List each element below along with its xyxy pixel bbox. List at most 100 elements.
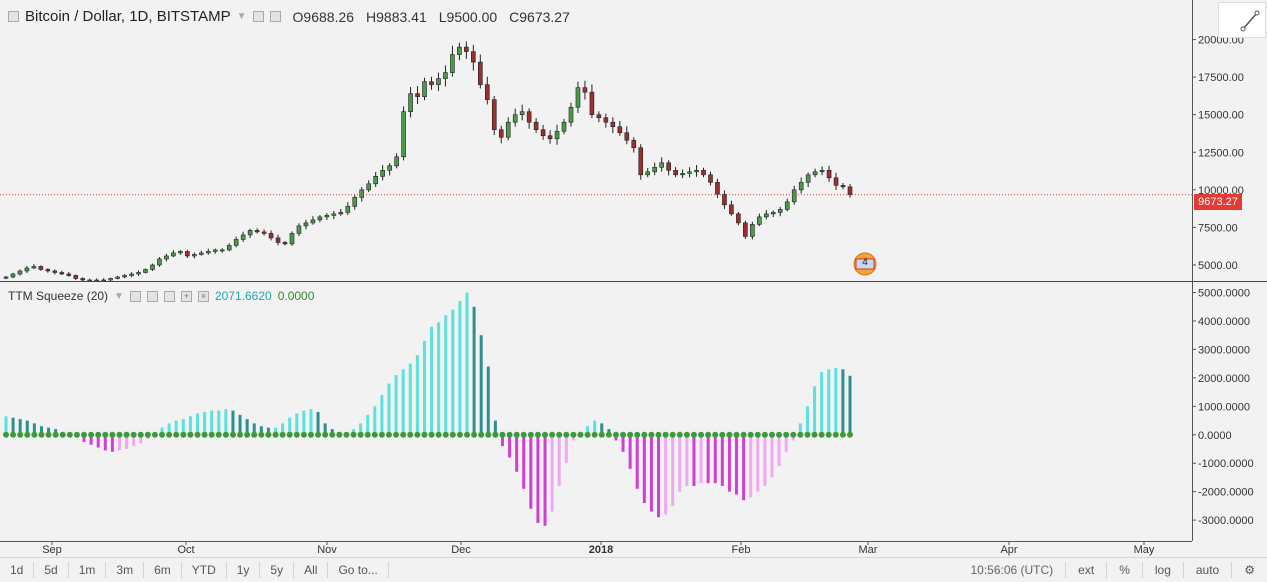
gear-icon[interactable]: ⚙ <box>1231 562 1267 578</box>
candle-body <box>736 213 741 224</box>
x-tick-label: 2018 <box>589 544 613 556</box>
squeeze-dot <box>265 431 272 438</box>
histogram-bar <box>373 406 377 435</box>
histogram-bar <box>245 419 249 435</box>
range-1d[interactable]: 1d <box>0 562 35 578</box>
range-5y[interactable]: 5y <box>260 562 295 578</box>
candle-body <box>673 170 678 176</box>
candle-body <box>143 269 148 273</box>
ind-y-tick-label: 3000.0000 <box>1198 344 1250 356</box>
histogram-bar <box>103 434 107 451</box>
settings-icon[interactable] <box>252 11 264 22</box>
candle-body <box>757 216 762 225</box>
squeeze-dot <box>315 431 322 438</box>
source-icon[interactable] <box>163 290 175 302</box>
candle-body <box>303 222 309 227</box>
gear-icon[interactable] <box>269 11 281 22</box>
eye-icon[interactable] <box>129 290 141 302</box>
goto-button[interactable]: Go to... <box>328 562 389 578</box>
histogram-bar <box>380 394 384 435</box>
histogram-bar <box>132 434 136 447</box>
collapse-icon[interactable] <box>8 11 19 22</box>
ohlc-close: C9673.27 <box>509 8 570 25</box>
range-3m[interactable]: 3m <box>106 562 145 578</box>
close-icon[interactable]: × <box>197 290 209 302</box>
percent-toggle[interactable]: % <box>1106 562 1142 578</box>
histogram-bar <box>784 434 788 452</box>
histogram-bar <box>465 292 469 435</box>
ext-toggle[interactable]: ext <box>1065 562 1106 578</box>
candle-body <box>631 139 637 149</box>
squeeze-dot <box>655 431 662 438</box>
range-1m[interactable]: 1m <box>69 562 107 578</box>
candle-body <box>401 111 406 158</box>
squeeze-dot <box>733 431 740 438</box>
histogram-bar <box>756 434 760 492</box>
candle-body <box>638 147 644 176</box>
squeeze-dot <box>690 431 697 438</box>
histogram-bar <box>529 434 533 509</box>
candle-body <box>457 46 462 55</box>
squeeze-dot <box>144 431 151 438</box>
gear-icon[interactable] <box>146 290 158 302</box>
candle-body <box>171 252 176 257</box>
drawing-tool-button[interactable] <box>1218 2 1266 38</box>
plus-icon[interactable]: + <box>180 290 192 302</box>
candle-body <box>31 266 37 269</box>
indicator-value-2: 0.0000 <box>277 289 315 303</box>
squeeze-dot <box>17 431 24 438</box>
squeeze-dot <box>10 431 17 438</box>
histogram-bar <box>288 417 292 435</box>
squeeze-dot <box>244 431 251 438</box>
squeeze-dot <box>847 431 853 438</box>
histogram-bar <box>39 426 43 435</box>
squeeze-dot <box>385 431 392 438</box>
squeeze-dot <box>598 431 605 438</box>
bottom-toolbar: 1d 5d 1m 3m 6m YTD 1y 5y All Go to... 10… <box>0 557 1267 582</box>
candle-body <box>722 194 727 206</box>
price-y-tick-label: 10000.00 <box>1198 185 1244 197</box>
range-all[interactable]: All <box>294 562 329 578</box>
squeeze-dot <box>527 431 534 438</box>
range-ytd[interactable]: YTD <box>182 562 227 578</box>
log-toggle[interactable]: log <box>1141 562 1183 578</box>
indicator-legend: TTM Squeeze (20) ▼ + × 2071.6620 0.0000 <box>8 289 314 303</box>
squeeze-dot <box>605 431 612 438</box>
chevron-down-icon[interactable]: ▼ <box>236 11 247 22</box>
candle-body <box>80 278 86 281</box>
auto-toggle[interactable]: auto <box>1182 562 1231 578</box>
squeeze-dot <box>648 431 655 438</box>
range-6m[interactable]: 6m <box>144 562 182 578</box>
candle-body <box>199 252 204 255</box>
candle-body <box>178 251 183 254</box>
squeeze-dot <box>612 431 619 438</box>
squeeze-dot <box>804 431 811 438</box>
histogram-bar <box>820 372 824 435</box>
histogram-bar <box>749 434 753 498</box>
squeeze-dot <box>839 431 846 438</box>
squeeze-dot <box>364 431 371 438</box>
chevron-down-icon[interactable]: ▼ <box>114 290 124 302</box>
price-y-tick-label: 15000.00 <box>1198 110 1244 122</box>
histogram-bar <box>777 434 781 467</box>
histogram-bar <box>82 434 86 442</box>
range-5d[interactable]: 5d <box>34 562 69 578</box>
candle-body <box>394 156 399 167</box>
candle-body <box>554 130 560 140</box>
candle-body <box>805 174 811 183</box>
squeeze-dot <box>683 431 690 438</box>
histogram-bar <box>387 383 391 435</box>
candle-body <box>366 183 372 191</box>
candle-body <box>94 279 99 282</box>
candle-body <box>45 269 51 272</box>
symbol-title[interactable]: Bitcoin / Dollar, 1D, BITSTAMP <box>25 8 231 25</box>
squeeze-dot <box>634 431 641 438</box>
histogram-bar <box>89 434 93 445</box>
squeeze-dot <box>549 431 556 438</box>
indicator-title[interactable]: TTM Squeeze (20) <box>8 289 109 303</box>
candle-body <box>233 239 239 246</box>
range-1y[interactable]: 1y <box>227 562 261 578</box>
x-tick-label: May <box>1134 544 1155 556</box>
histogram-bar <box>593 420 597 435</box>
